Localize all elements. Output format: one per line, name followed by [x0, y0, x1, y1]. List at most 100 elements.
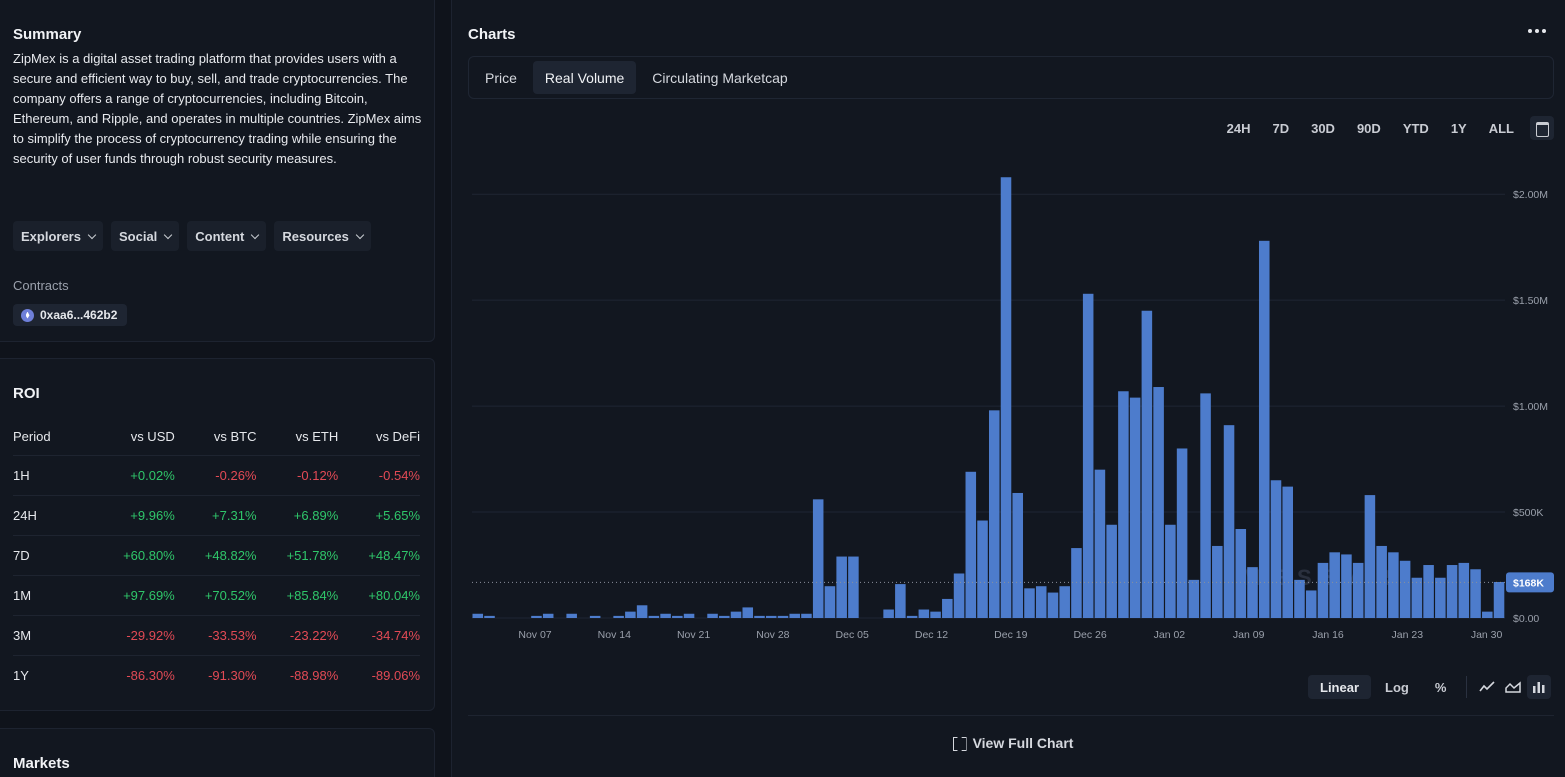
roi-value: +0.02%	[93, 454, 175, 495]
x-tick-label: Nov 07	[518, 629, 551, 641]
range-1y[interactable]: 1Y	[1450, 120, 1467, 136]
tab-circulating-marketcap[interactable]: Circulating Marketcap	[652, 69, 788, 86]
explorers-dropdown[interactable]: Explorers	[13, 221, 103, 251]
roi-card: ROI Period vs USD vs BTC vs ETH vs DeFi …	[0, 358, 435, 711]
scale-linear[interactable]: Linear	[1308, 675, 1372, 699]
volume-bar	[1024, 588, 1035, 618]
chevron-down-icon	[251, 230, 260, 239]
volume-bar	[977, 520, 988, 618]
roi-value: -0.12%	[256, 454, 339, 495]
roi-period: 7D	[13, 534, 93, 575]
link-dropdowns: Explorers Social Content Resources	[13, 221, 371, 251]
markets-title: Markets	[13, 755, 70, 772]
volume-bar	[1388, 552, 1399, 618]
roi-row: 1H +0.02% -0.26% -0.12% -0.54%	[13, 454, 420, 495]
volume-bar	[742, 607, 754, 618]
roi-value: +7.31%	[174, 494, 257, 535]
volume-bar	[1423, 565, 1434, 618]
bar-chart-icon[interactable]	[1527, 675, 1552, 699]
range-7d[interactable]: 7D	[1272, 120, 1290, 136]
chevron-down-icon	[87, 230, 97, 239]
roi-value: -86.30%	[93, 654, 175, 695]
roi-value: -0.26%	[174, 454, 257, 495]
roi-value: -0.54%	[338, 454, 420, 495]
range-30d[interactable]: 30D	[1311, 120, 1335, 136]
volume-bar	[1294, 579, 1305, 618]
volume-bar	[1106, 524, 1117, 618]
roi-header-defi: vs DeFi	[375, 429, 420, 445]
resources-dropdown[interactable]: Resources	[274, 221, 371, 251]
roi-period: 1M	[13, 574, 93, 615]
scale-percent[interactable]: %	[1434, 679, 1447, 695]
ethereum-icon	[21, 308, 34, 322]
line-chart-icon[interactable]	[1475, 675, 1499, 699]
x-tick-label: Nov 14	[598, 629, 631, 641]
range-all[interactable]: ALL	[1488, 120, 1514, 136]
volume-bar	[1153, 387, 1164, 618]
view-full-chart-button[interactable]: View Full Chart	[452, 735, 1565, 751]
volume-bar	[883, 609, 894, 618]
roi-value: -88.98%	[256, 654, 339, 695]
volume-bar	[1446, 565, 1458, 618]
volume-bar	[707, 613, 718, 618]
roi-value: -89.06%	[338, 654, 420, 695]
volume-bar	[1047, 592, 1059, 618]
volume-bar	[824, 586, 836, 618]
divider	[1466, 676, 1468, 698]
contracts-label: Contracts	[13, 278, 69, 293]
roi-value: -91.30%	[174, 654, 257, 695]
volume-bar	[942, 598, 953, 618]
range-ytd[interactable]: YTD	[1402, 120, 1429, 136]
x-tick-label: Jan 02	[1154, 629, 1186, 641]
volume-bar	[1341, 554, 1352, 618]
x-tick-label: Jan 16	[1312, 629, 1344, 641]
contract-address-chip[interactable]: 0xaa6...462b2	[13, 304, 128, 326]
volume-bar	[1176, 448, 1188, 618]
real-volume-chart[interactable]: $0.00$500K$1.00M$1.50M$2.00MMESSARI$168K…	[452, 173, 1565, 653]
volume-bar	[1493, 581, 1505, 618]
volume-bar	[1317, 562, 1329, 618]
roi-period: 1H	[13, 454, 93, 495]
scale-log[interactable]: Log	[1385, 679, 1409, 695]
volume-bar	[1165, 524, 1176, 618]
x-tick-label: Jan 09	[1233, 629, 1265, 641]
roi-value: +80.04%	[338, 574, 420, 615]
volume-bar	[1282, 486, 1294, 618]
tab-real-volume[interactable]: Real Volume	[532, 61, 637, 94]
roi-row: 1M +97.69% +70.52% +85.84% +80.04%	[13, 574, 420, 615]
tab-price[interactable]: Price	[485, 69, 517, 86]
range-24h[interactable]: 24H	[1226, 120, 1251, 136]
volume-bar	[1376, 545, 1387, 618]
volume-bar	[672, 615, 683, 618]
volume-bar	[848, 556, 859, 618]
volume-bar	[1435, 577, 1446, 618]
roi-period: 1Y	[13, 654, 93, 695]
volume-bar	[1235, 529, 1247, 618]
x-tick-label: Dec 19	[994, 629, 1027, 641]
more-options-icon[interactable]	[1528, 29, 1546, 33]
x-tick-label: Dec 26	[1073, 629, 1106, 641]
roi-period: 3M	[13, 614, 93, 655]
volume-bar	[542, 613, 554, 618]
roi-value: -29.92%	[93, 614, 175, 655]
volume-bar	[648, 615, 660, 618]
social-dropdown[interactable]: Social	[110, 221, 180, 251]
volume-bar	[906, 615, 918, 618]
range-90d[interactable]: 90D	[1356, 120, 1381, 136]
volume-bar	[730, 611, 742, 618]
roi-row: 3M -29.92% -33.53% -23.22% -34.74%	[13, 614, 420, 655]
scale-selector: Linear Log %	[1308, 675, 1552, 699]
volume-bar	[1352, 562, 1364, 618]
volume-bar	[484, 615, 495, 618]
content-dropdown[interactable]: Content	[187, 221, 267, 251]
calendar-icon[interactable]	[1530, 116, 1554, 140]
x-tick-label: Dec 12	[915, 629, 948, 641]
volume-bar	[1012, 492, 1024, 618]
volume-bar	[613, 615, 624, 618]
x-tick-label: Nov 28	[756, 629, 789, 641]
view-full-chart-label: View Full Chart	[972, 735, 1074, 751]
current-value-label: $168K	[1513, 577, 1544, 589]
area-chart-icon[interactable]	[1501, 675, 1525, 699]
volume-bar	[1035, 586, 1047, 618]
volume-bar	[836, 556, 847, 618]
